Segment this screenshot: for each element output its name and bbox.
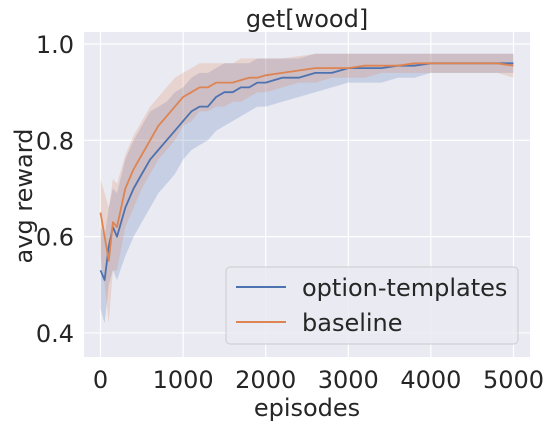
legend-box — [225, 266, 519, 345]
y-axis-label: avg reward — [10, 129, 38, 264]
x-tick-label: 5000 — [483, 366, 544, 394]
legend-label-option-templates: option-templates — [302, 274, 507, 302]
x-axis-label: episodes — [254, 394, 360, 422]
y-tick-labels: 0.4 0.6 0.8 1.0 — [36, 31, 74, 348]
y-tick-label: 0.8 — [36, 127, 74, 155]
x-tick-label: 1000 — [153, 366, 214, 394]
x-tick-label: 0 — [93, 366, 108, 394]
x-tick-label: 3000 — [318, 366, 379, 394]
x-tick-label: 4000 — [400, 366, 461, 394]
chart-title: get[wood] — [246, 5, 368, 33]
confidence-band-option-templates — [100, 53, 514, 324]
confidence-bands — [100, 53, 514, 324]
x-tick-labels: 0 1000 2000 3000 4000 5000 — [93, 366, 544, 394]
y-tick-label: 0.6 — [36, 224, 74, 252]
x-tick-label: 2000 — [235, 366, 296, 394]
series-line-baseline — [99, 62, 514, 262]
y-tick-label: 1.0 — [36, 31, 74, 59]
legend: option-templates baseline — [225, 266, 519, 345]
series-lines — [99, 62, 514, 281]
legend-label-baseline: baseline — [302, 309, 403, 337]
series-line-option-templates — [99, 62, 514, 281]
y-tick-label: 0.4 — [36, 320, 74, 348]
